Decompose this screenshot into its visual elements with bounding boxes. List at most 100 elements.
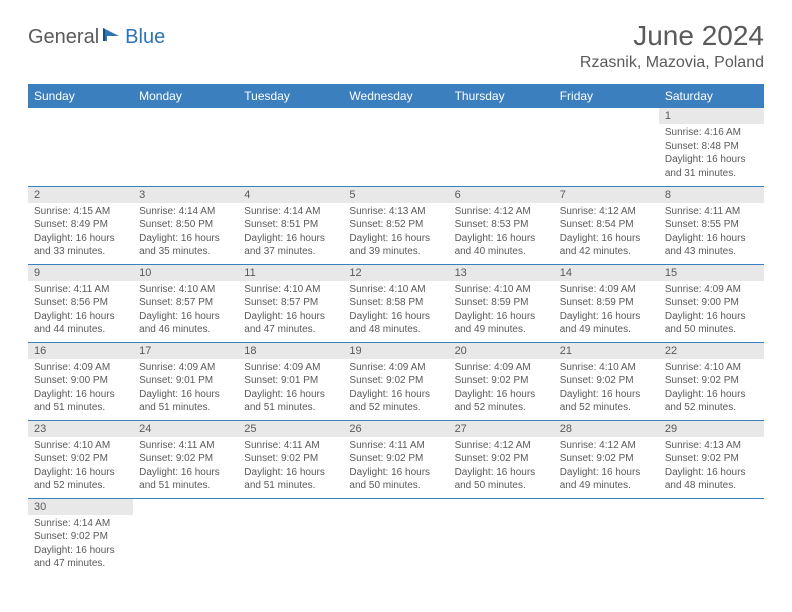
calendar-cell [554, 108, 659, 186]
day-number: 17 [133, 343, 238, 359]
weekday-header: Saturday [659, 84, 764, 108]
day-number: 11 [238, 265, 343, 281]
day-content: Sunrise: 4:10 AMSunset: 8:57 PMDaylight:… [238, 281, 343, 341]
day-content: Sunrise: 4:09 AMSunset: 9:02 PMDaylight:… [343, 359, 448, 419]
calendar-cell: 13Sunrise: 4:10 AMSunset: 8:59 PMDayligh… [449, 264, 554, 342]
day-content: Sunrise: 4:11 AMSunset: 8:55 PMDaylight:… [659, 203, 764, 263]
day-number: 20 [449, 343, 554, 359]
calendar-cell: 3Sunrise: 4:14 AMSunset: 8:50 PMDaylight… [133, 186, 238, 264]
day-number: 24 [133, 421, 238, 437]
day-content: Sunrise: 4:12 AMSunset: 8:54 PMDaylight:… [554, 203, 659, 263]
day-number: 15 [659, 265, 764, 281]
day-number: 14 [554, 265, 659, 281]
weekday-header: Friday [554, 84, 659, 108]
day-number: 23 [28, 421, 133, 437]
calendar-cell: 27Sunrise: 4:12 AMSunset: 9:02 PMDayligh… [449, 420, 554, 498]
weekday-header: Tuesday [238, 84, 343, 108]
day-content: Sunrise: 4:11 AMSunset: 9:02 PMDaylight:… [133, 437, 238, 497]
calendar-cell: 5Sunrise: 4:13 AMSunset: 8:52 PMDaylight… [343, 186, 448, 264]
day-number: 27 [449, 421, 554, 437]
day-number: 28 [554, 421, 659, 437]
calendar-cell: 7Sunrise: 4:12 AMSunset: 8:54 PMDaylight… [554, 186, 659, 264]
calendar-cell: 11Sunrise: 4:10 AMSunset: 8:57 PMDayligh… [238, 264, 343, 342]
calendar-cell [449, 498, 554, 576]
calendar-cell: 12Sunrise: 4:10 AMSunset: 8:58 PMDayligh… [343, 264, 448, 342]
day-content: Sunrise: 4:09 AMSunset: 9:01 PMDaylight:… [238, 359, 343, 419]
day-content: Sunrise: 4:10 AMSunset: 8:59 PMDaylight:… [449, 281, 554, 341]
day-number: 1 [659, 108, 764, 124]
calendar-cell: 20Sunrise: 4:09 AMSunset: 9:02 PMDayligh… [449, 342, 554, 420]
day-content: Sunrise: 4:10 AMSunset: 9:02 PMDaylight:… [659, 359, 764, 419]
day-content: Sunrise: 4:12 AMSunset: 9:02 PMDaylight:… [554, 437, 659, 497]
calendar-cell: 28Sunrise: 4:12 AMSunset: 9:02 PMDayligh… [554, 420, 659, 498]
day-content: Sunrise: 4:10 AMSunset: 8:57 PMDaylight:… [133, 281, 238, 341]
day-number: 26 [343, 421, 448, 437]
day-content: Sunrise: 4:11 AMSunset: 9:02 PMDaylight:… [238, 437, 343, 497]
calendar-cell: 9Sunrise: 4:11 AMSunset: 8:56 PMDaylight… [28, 264, 133, 342]
calendar-cell: 4Sunrise: 4:14 AMSunset: 8:51 PMDaylight… [238, 186, 343, 264]
day-content: Sunrise: 4:11 AMSunset: 9:02 PMDaylight:… [343, 437, 448, 497]
title-block: June 2024 Rzasnik, Mazovia, Poland [580, 20, 764, 72]
calendar-cell [449, 108, 554, 186]
day-number: 25 [238, 421, 343, 437]
calendar-cell [238, 498, 343, 576]
calendar-cell: 14Sunrise: 4:09 AMSunset: 8:59 PMDayligh… [554, 264, 659, 342]
calendar-cell: 23Sunrise: 4:10 AMSunset: 9:02 PMDayligh… [28, 420, 133, 498]
day-number: 10 [133, 265, 238, 281]
calendar-cell: 8Sunrise: 4:11 AMSunset: 8:55 PMDaylight… [659, 186, 764, 264]
day-number: 7 [554, 187, 659, 203]
calendar-cell: 21Sunrise: 4:10 AMSunset: 9:02 PMDayligh… [554, 342, 659, 420]
calendar-cell [343, 108, 448, 186]
day-content: Sunrise: 4:09 AMSunset: 9:00 PMDaylight:… [28, 359, 133, 419]
day-content: Sunrise: 4:13 AMSunset: 9:02 PMDaylight:… [659, 437, 764, 497]
calendar-cell: 24Sunrise: 4:11 AMSunset: 9:02 PMDayligh… [133, 420, 238, 498]
day-number: 8 [659, 187, 764, 203]
day-content: Sunrise: 4:10 AMSunset: 9:02 PMDaylight:… [554, 359, 659, 419]
calendar-cell: 30Sunrise: 4:14 AMSunset: 9:02 PMDayligh… [28, 498, 133, 576]
calendar-table: SundayMondayTuesdayWednesdayThursdayFrid… [28, 84, 764, 576]
calendar-cell [238, 108, 343, 186]
day-content: Sunrise: 4:12 AMSunset: 9:02 PMDaylight:… [449, 437, 554, 497]
day-number: 22 [659, 343, 764, 359]
calendar-cell: 26Sunrise: 4:11 AMSunset: 9:02 PMDayligh… [343, 420, 448, 498]
calendar-cell: 22Sunrise: 4:10 AMSunset: 9:02 PMDayligh… [659, 342, 764, 420]
calendar-cell [343, 498, 448, 576]
calendar-cell: 16Sunrise: 4:09 AMSunset: 9:00 PMDayligh… [28, 342, 133, 420]
day-content: Sunrise: 4:12 AMSunset: 8:53 PMDaylight:… [449, 203, 554, 263]
day-number: 30 [28, 499, 133, 515]
day-number: 16 [28, 343, 133, 359]
day-number: 6 [449, 187, 554, 203]
calendar-cell [659, 498, 764, 576]
day-content: Sunrise: 4:14 AMSunset: 9:02 PMDaylight:… [28, 515, 133, 575]
day-number: 13 [449, 265, 554, 281]
day-content: Sunrise: 4:09 AMSunset: 8:59 PMDaylight:… [554, 281, 659, 341]
day-number: 2 [28, 187, 133, 203]
calendar-cell: 2Sunrise: 4:15 AMSunset: 8:49 PMDaylight… [28, 186, 133, 264]
day-content: Sunrise: 4:09 AMSunset: 9:01 PMDaylight:… [133, 359, 238, 419]
day-content: Sunrise: 4:14 AMSunset: 8:50 PMDaylight:… [133, 203, 238, 263]
day-number: 3 [133, 187, 238, 203]
header: General Blue June 2024 Rzasnik, Mazovia,… [28, 20, 764, 72]
calendar-cell: 1Sunrise: 4:16 AMSunset: 8:48 PMDaylight… [659, 108, 764, 186]
day-content: Sunrise: 4:09 AMSunset: 9:00 PMDaylight:… [659, 281, 764, 341]
day-number: 29 [659, 421, 764, 437]
calendar-header-row: SundayMondayTuesdayWednesdayThursdayFrid… [28, 84, 764, 108]
day-content: Sunrise: 4:15 AMSunset: 8:49 PMDaylight:… [28, 203, 133, 263]
logo-text-general: General [28, 26, 99, 49]
day-number: 18 [238, 343, 343, 359]
calendar-cell: 29Sunrise: 4:13 AMSunset: 9:02 PMDayligh… [659, 420, 764, 498]
day-number: 4 [238, 187, 343, 203]
calendar-cell: 15Sunrise: 4:09 AMSunset: 9:00 PMDayligh… [659, 264, 764, 342]
day-number: 9 [28, 265, 133, 281]
weekday-header: Thursday [449, 84, 554, 108]
day-number: 21 [554, 343, 659, 359]
day-content: Sunrise: 4:16 AMSunset: 8:48 PMDaylight:… [659, 124, 764, 184]
day-content: Sunrise: 4:13 AMSunset: 8:52 PMDaylight:… [343, 203, 448, 263]
page-title: June 2024 [580, 20, 764, 52]
day-content: Sunrise: 4:14 AMSunset: 8:51 PMDaylight:… [238, 203, 343, 263]
weekday-header: Monday [133, 84, 238, 108]
calendar-cell: 25Sunrise: 4:11 AMSunset: 9:02 PMDayligh… [238, 420, 343, 498]
calendar-cell [133, 108, 238, 186]
calendar-cell [554, 498, 659, 576]
day-number: 19 [343, 343, 448, 359]
